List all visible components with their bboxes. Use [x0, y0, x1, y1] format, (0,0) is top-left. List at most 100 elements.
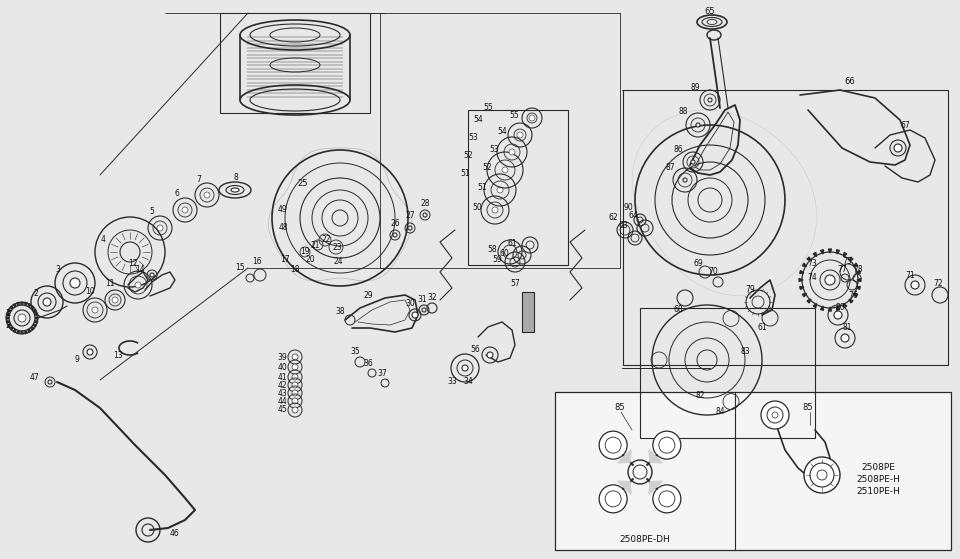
Polygon shape	[34, 325, 36, 328]
Polygon shape	[12, 329, 15, 333]
Text: 41: 41	[277, 372, 287, 381]
Text: 55: 55	[509, 111, 518, 120]
Text: 72: 72	[933, 278, 943, 287]
Polygon shape	[8, 309, 11, 311]
Text: 17: 17	[280, 255, 290, 264]
Text: 6: 6	[175, 190, 180, 198]
Text: 81: 81	[842, 324, 852, 333]
Text: 32: 32	[427, 293, 437, 302]
Polygon shape	[836, 250, 839, 254]
Text: 64: 64	[628, 211, 637, 220]
Text: 65: 65	[705, 7, 715, 17]
Text: 26: 26	[390, 219, 399, 228]
Text: 11: 11	[106, 278, 115, 287]
Text: 14: 14	[135, 266, 145, 274]
Circle shape	[825, 275, 835, 285]
Bar	[468, 110, 568, 265]
Polygon shape	[35, 316, 38, 320]
Polygon shape	[35, 320, 37, 324]
Text: 90: 90	[623, 203, 633, 212]
Circle shape	[497, 187, 503, 193]
Text: 85: 85	[614, 404, 625, 413]
Text: 40: 40	[277, 362, 287, 372]
Bar	[522, 292, 534, 332]
Text: 50: 50	[472, 202, 482, 211]
Text: 2508PE-DH: 2508PE-DH	[619, 536, 670, 544]
Text: 79: 79	[745, 286, 755, 295]
Text: 2510PE-H: 2510PE-H	[856, 487, 900, 496]
Polygon shape	[821, 306, 824, 310]
Polygon shape	[849, 257, 853, 261]
Ellipse shape	[231, 188, 239, 192]
Text: 25: 25	[298, 178, 308, 187]
Text: 52: 52	[463, 150, 473, 159]
Text: 28: 28	[420, 198, 430, 207]
Text: 56: 56	[470, 345, 480, 354]
Text: 61: 61	[507, 239, 516, 248]
Text: 13: 13	[113, 350, 123, 359]
Polygon shape	[800, 287, 804, 290]
Polygon shape	[853, 263, 857, 267]
Text: 78: 78	[853, 266, 863, 274]
Text: 74: 74	[807, 273, 817, 282]
Polygon shape	[25, 330, 28, 334]
Circle shape	[292, 407, 298, 413]
Circle shape	[87, 349, 93, 355]
Text: 47: 47	[30, 373, 40, 382]
Polygon shape	[856, 271, 860, 273]
Text: 29: 29	[363, 291, 372, 300]
Circle shape	[804, 457, 840, 493]
Text: 75: 75	[842, 258, 852, 267]
Circle shape	[408, 226, 412, 230]
Polygon shape	[813, 304, 817, 307]
Text: 20: 20	[305, 255, 315, 264]
Text: 66: 66	[845, 78, 855, 87]
Circle shape	[292, 398, 298, 404]
Circle shape	[292, 374, 298, 380]
Text: 8: 8	[233, 173, 238, 182]
Polygon shape	[800, 271, 804, 273]
Circle shape	[18, 314, 26, 322]
Text: 30: 30	[405, 299, 415, 307]
Polygon shape	[828, 307, 831, 311]
Circle shape	[653, 431, 681, 459]
Text: 23: 23	[332, 244, 342, 253]
Polygon shape	[34, 309, 36, 311]
Polygon shape	[25, 302, 28, 305]
Text: 53: 53	[468, 132, 478, 141]
Polygon shape	[618, 481, 631, 494]
Circle shape	[599, 485, 627, 513]
Polygon shape	[844, 304, 847, 307]
Polygon shape	[803, 263, 806, 267]
Circle shape	[492, 207, 498, 213]
Circle shape	[204, 192, 210, 198]
Polygon shape	[16, 302, 19, 305]
Circle shape	[182, 207, 188, 213]
Text: 87: 87	[665, 163, 675, 172]
Circle shape	[691, 160, 695, 164]
Polygon shape	[10, 327, 12, 330]
Text: 34: 34	[463, 377, 473, 386]
Text: 18: 18	[290, 266, 300, 274]
Polygon shape	[20, 331, 24, 334]
Text: 35: 35	[350, 348, 360, 357]
Text: 71: 71	[905, 271, 915, 280]
Circle shape	[517, 132, 523, 138]
Circle shape	[43, 298, 51, 306]
Text: 2: 2	[34, 288, 38, 297]
Text: 2508PE: 2508PE	[861, 463, 895, 472]
Text: 27: 27	[405, 211, 415, 220]
Circle shape	[696, 123, 700, 127]
Circle shape	[412, 312, 418, 318]
Text: 33: 33	[447, 377, 457, 386]
Polygon shape	[6, 316, 9, 320]
Text: 21: 21	[310, 240, 320, 249]
Polygon shape	[10, 306, 12, 309]
Text: 89: 89	[690, 83, 700, 92]
Circle shape	[509, 149, 515, 155]
Text: 61: 61	[757, 324, 767, 333]
Text: 54: 54	[497, 127, 507, 136]
Text: 15: 15	[235, 263, 245, 272]
Text: 9: 9	[75, 356, 80, 364]
Text: 57: 57	[510, 278, 520, 287]
